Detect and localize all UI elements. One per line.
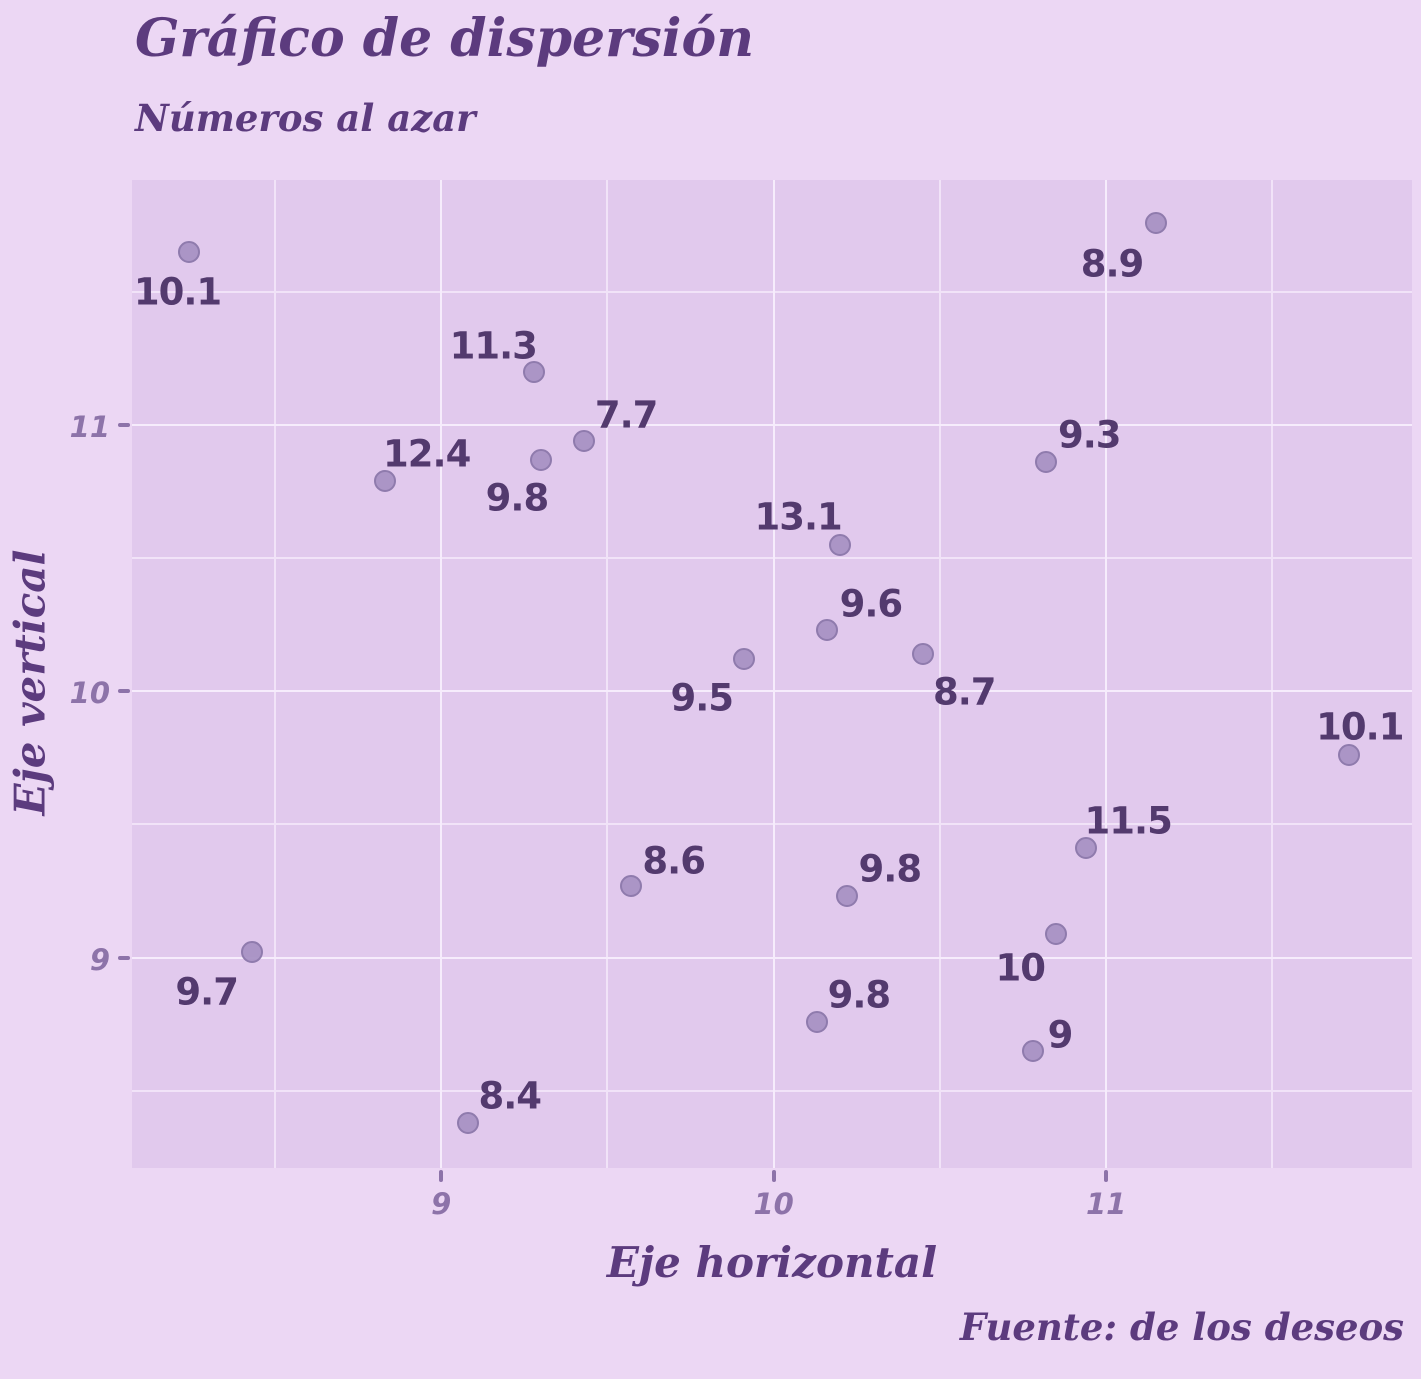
data-point	[835, 885, 858, 908]
point-label: 10.1	[1316, 705, 1404, 749]
x-tick-label: 9	[431, 1187, 452, 1221]
data-point	[1045, 922, 1068, 945]
data-point	[529, 448, 552, 471]
grid-line-x-minor	[606, 180, 609, 1168]
y-tick-label: 9	[89, 942, 110, 977]
y-axis-title: Eje vertical	[5, 549, 55, 816]
grid-line-y-major	[132, 690, 1412, 693]
grid-line-x-major	[1105, 180, 1108, 1168]
grid-line-y-minor	[132, 290, 1412, 293]
point-label: 7.7	[594, 393, 659, 437]
x-axis-title: Eje horizontal	[606, 1238, 938, 1287]
x-tick-mark	[1104, 1170, 1109, 1182]
point-label: 8.4	[478, 1074, 543, 1118]
grid-line-y-minor	[132, 1089, 1412, 1092]
y-tick-label: 10	[69, 676, 110, 711]
data-point	[573, 429, 596, 452]
point-label: 8.6	[642, 839, 706, 883]
point-label: 9.8	[827, 973, 892, 1017]
point-label: 9.5	[670, 676, 734, 720]
grid-line-x-major	[772, 180, 775, 1168]
x-tick-label: 10	[753, 1187, 794, 1221]
data-point	[373, 469, 396, 492]
point-label: 13.1	[754, 495, 842, 539]
point-label: 9.3	[1058, 413, 1122, 457]
data-point	[815, 619, 838, 642]
data-point	[240, 941, 263, 964]
grid-line-y-minor	[132, 823, 1412, 826]
data-point	[1021, 1039, 1044, 1062]
data-point	[619, 874, 642, 897]
y-tick-mark	[118, 423, 130, 427]
point-label: 11.3	[449, 324, 538, 368]
x-tick-label: 11	[1085, 1187, 1127, 1221]
grid-line-y-major	[132, 424, 1412, 426]
point-label: 9	[1047, 1013, 1074, 1057]
data-point	[912, 643, 935, 666]
data-point	[829, 533, 852, 556]
data-point	[1337, 744, 1360, 767]
data-point	[805, 1010, 828, 1033]
point-label: 9.7	[175, 970, 239, 1014]
point-label: 9.8	[858, 847, 923, 891]
data-point	[732, 648, 755, 671]
grid-line-x-major	[440, 180, 443, 1168]
grid-line-x-minor	[1271, 180, 1274, 1168]
data-point	[177, 240, 200, 263]
y-tick-mark	[118, 689, 130, 694]
point-label: 9.8	[485, 476, 550, 520]
data-point	[456, 1111, 479, 1134]
point-label: 10.1	[133, 270, 222, 314]
data-point	[1035, 451, 1058, 474]
point-label: 9.6	[839, 582, 904, 626]
data-point	[1075, 837, 1098, 860]
x-tick-mark	[771, 1170, 776, 1182]
grid-line-x-minor	[938, 180, 941, 1168]
grid-line-x-minor	[273, 180, 276, 1168]
data-point	[523, 360, 546, 383]
point-label: 8.9	[1080, 242, 1145, 286]
point-label: 11.5	[1084, 799, 1173, 843]
point-label: 12.4	[383, 432, 471, 476]
plot-panel: 10.1 11.3 7.7 9.8 12.4 13.1 9.6 9.5 8.7 8.9 9.3 10.…	[132, 180, 1412, 1168]
point-label: 8.7	[932, 670, 997, 714]
point-label: 10	[995, 946, 1046, 990]
data-point	[1145, 211, 1167, 234]
source-caption: Fuente: de los deseos	[959, 1305, 1404, 1349]
y-tick-mark	[118, 955, 130, 960]
grid-line-y-minor	[132, 557, 1412, 560]
x-tick-mark	[439, 1170, 444, 1182]
chart-title: Gráfico de dispersión	[135, 8, 755, 69]
grid-line-y-major	[132, 956, 1412, 959]
y-tick-label: 11	[69, 410, 110, 444]
chart-subtitle: Números al azar	[135, 96, 476, 140]
